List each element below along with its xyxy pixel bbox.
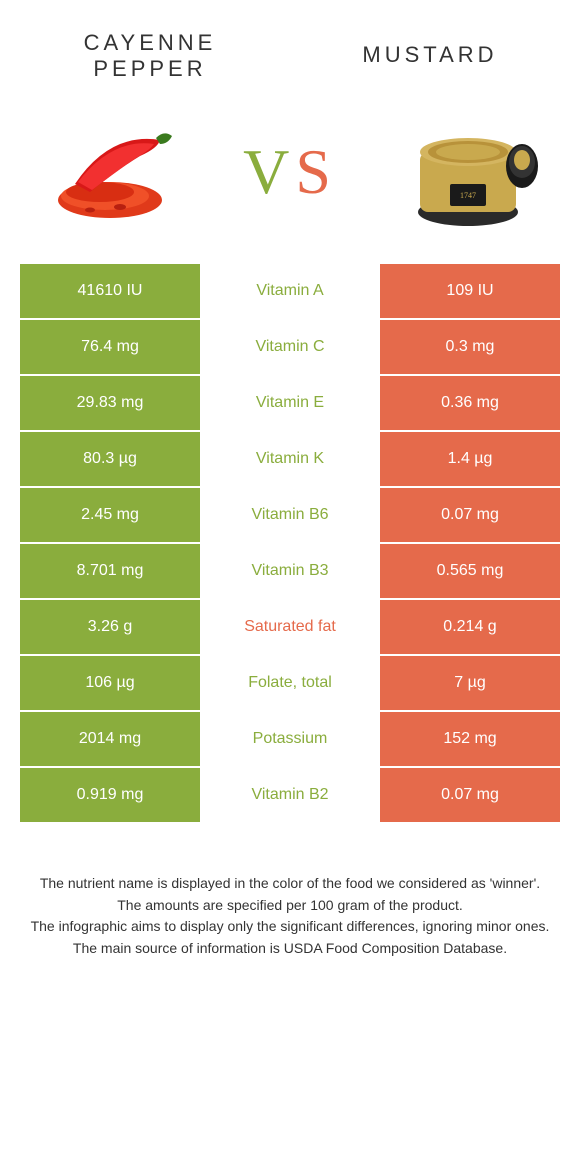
- left-value-cell: 106 µg: [20, 656, 200, 710]
- right-value-cell: 0.07 mg: [380, 488, 560, 542]
- table-row: 76.4 mgVitamin C0.3 mg: [20, 320, 560, 374]
- nutrient-name-cell: Saturated fat: [200, 600, 380, 654]
- footer-notes: The nutrient name is displayed in the co…: [0, 824, 580, 958]
- table-row: 2014 mgPotassium152 mg: [20, 712, 560, 766]
- table-row: 2.45 mgVitamin B60.07 mg: [20, 488, 560, 542]
- right-value-cell: 0.07 mg: [380, 768, 560, 822]
- right-value-cell: 0.565 mg: [380, 544, 560, 598]
- right-value-cell: 0.214 g: [380, 600, 560, 654]
- nutrient-name-cell: Vitamin E: [200, 376, 380, 430]
- nutrient-name-cell: Potassium: [200, 712, 380, 766]
- nutrient-name-cell: Vitamin B3: [200, 544, 380, 598]
- footer-line: The nutrient name is displayed in the co…: [20, 874, 560, 894]
- left-food-title: CAYENNE PEPPER: [60, 30, 240, 82]
- nutrient-name-cell: Vitamin A: [200, 264, 380, 318]
- nutrient-name-cell: Vitamin B6: [200, 488, 380, 542]
- table-row: 106 µgFolate, total7 µg: [20, 656, 560, 710]
- right-value-cell: 7 µg: [380, 656, 560, 710]
- right-food-title: MUSTARD: [340, 42, 520, 68]
- vs-label: VS: [243, 135, 337, 209]
- vs-s-letter: S: [295, 136, 337, 207]
- header: CAYENNE PEPPER MUSTARD: [0, 0, 580, 92]
- nutrient-name-cell: Vitamin C: [200, 320, 380, 374]
- right-value-cell: 152 mg: [380, 712, 560, 766]
- table-row: 0.919 mgVitamin B20.07 mg: [20, 768, 560, 822]
- table-row: 41610 IUVitamin A109 IU: [20, 264, 560, 318]
- footer-line: The main source of information is USDA F…: [20, 939, 560, 959]
- left-value-cell: 3.26 g: [20, 600, 200, 654]
- nutrient-name-cell: Vitamin B2: [200, 768, 380, 822]
- footer-line: The infographic aims to display only the…: [20, 917, 560, 937]
- right-value-cell: 0.3 mg: [380, 320, 560, 374]
- nutrient-name-cell: Vitamin K: [200, 432, 380, 486]
- table-row: 80.3 µgVitamin K1.4 µg: [20, 432, 560, 486]
- table-row: 8.701 mgVitamin B30.565 mg: [20, 544, 560, 598]
- left-value-cell: 8.701 mg: [20, 544, 200, 598]
- comparison-table: 41610 IUVitamin A109 IU76.4 mgVitamin C0…: [20, 262, 560, 824]
- nutrient-name-cell: Folate, total: [200, 656, 380, 710]
- footer-line: The amounts are specified per 100 gram o…: [20, 896, 560, 916]
- right-value-cell: 1.4 µg: [380, 432, 560, 486]
- images-row: VS 1747: [0, 92, 580, 262]
- mustard-jar-icon: 1747: [390, 112, 550, 232]
- left-value-cell: 2.45 mg: [20, 488, 200, 542]
- table-row: 29.83 mgVitamin E0.36 mg: [20, 376, 560, 430]
- table-row: 3.26 gSaturated fat0.214 g: [20, 600, 560, 654]
- left-value-cell: 41610 IU: [20, 264, 200, 318]
- left-value-cell: 2014 mg: [20, 712, 200, 766]
- left-value-cell: 76.4 mg: [20, 320, 200, 374]
- left-value-cell: 29.83 mg: [20, 376, 200, 430]
- vs-v-letter: V: [243, 136, 295, 207]
- left-value-cell: 80.3 µg: [20, 432, 200, 486]
- svg-text:1747: 1747: [460, 191, 476, 200]
- cayenne-pepper-icon: [30, 112, 190, 232]
- right-value-cell: 109 IU: [380, 264, 560, 318]
- left-value-cell: 0.919 mg: [20, 768, 200, 822]
- right-value-cell: 0.36 mg: [380, 376, 560, 430]
